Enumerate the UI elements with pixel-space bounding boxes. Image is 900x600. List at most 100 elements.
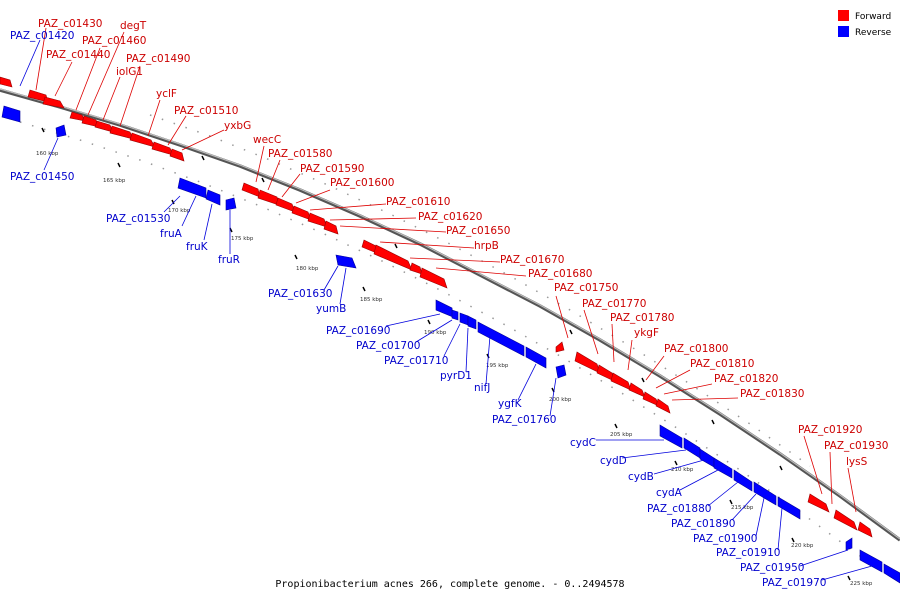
gene-label[interactable]: ygfK xyxy=(498,398,523,410)
gene-label[interactable]: PAZ_c01490 xyxy=(126,53,190,65)
gene-label[interactable]: lysS xyxy=(846,456,868,468)
forward-gene[interactable] xyxy=(241,182,261,198)
reverse-gene[interactable] xyxy=(753,481,777,506)
reverse-gene[interactable] xyxy=(699,448,715,468)
gene-label[interactable]: fruA xyxy=(160,228,183,240)
gene-label[interactable]: PAZ_c01650 xyxy=(446,225,510,237)
reverse-gene[interactable] xyxy=(177,177,207,199)
gene-label[interactable]: PAZ_c01800 xyxy=(664,343,728,355)
gene-label[interactable]: PAZ_c01950 xyxy=(740,562,804,574)
gene-label[interactable]: PAZ_c01690 xyxy=(326,325,390,337)
gene-label[interactable]: PAZ_c01590 xyxy=(300,163,364,175)
gene-label[interactable]: PAZ_c01450 xyxy=(10,171,74,183)
gene-label[interactable]: PAZ_c01890 xyxy=(671,518,735,530)
gene-label[interactable]: PAZ_c01630 xyxy=(268,288,332,300)
gene-label[interactable]: PAZ_c01620 xyxy=(418,211,482,223)
gene-label[interactable]: iolG1 xyxy=(116,66,143,78)
gene-label[interactable]: PAZ_c01610 xyxy=(386,196,450,208)
gene-label[interactable]: PAZ_c01900 xyxy=(693,533,757,545)
forward-gene[interactable] xyxy=(151,141,174,156)
gene-label[interactable]: PAZ_c01670 xyxy=(500,254,564,266)
forward-gene[interactable] xyxy=(0,76,13,88)
forward-gene[interactable] xyxy=(275,197,296,213)
tick-label: 200 kbp xyxy=(549,397,572,403)
gene-label[interactable]: yxbG xyxy=(224,120,251,132)
reverse-gene[interactable] xyxy=(55,124,67,138)
reverse-gene[interactable] xyxy=(777,496,801,520)
gene-label[interactable]: PAZ_c01780 xyxy=(610,312,674,324)
gene-label[interactable]: fruK xyxy=(186,241,209,253)
gene-label[interactable]: cydB xyxy=(628,471,654,483)
gene-label[interactable]: PAZ_c01880 xyxy=(647,503,711,515)
reverse-gene[interactable] xyxy=(459,312,469,326)
gene-label[interactable]: wecC xyxy=(253,134,281,146)
forward-gene[interactable] xyxy=(628,382,646,398)
gene-label[interactable]: yclF xyxy=(156,88,177,100)
gene-label[interactable]: PAZ_c01710 xyxy=(384,355,448,367)
gene-label[interactable]: PAZ_c01580 xyxy=(268,148,332,160)
forward-gene[interactable] xyxy=(807,493,830,513)
forward-gene[interactable] xyxy=(257,189,280,206)
reverse-gene[interactable] xyxy=(467,315,477,330)
gene-label[interactable]: PAZ_c01440 xyxy=(46,49,110,61)
reverse-gene[interactable] xyxy=(659,424,683,449)
forward-gene[interactable] xyxy=(323,220,339,235)
forward-gene[interactable] xyxy=(574,351,601,374)
forward-gene[interactable] xyxy=(169,148,185,162)
forward-gene[interactable] xyxy=(42,96,65,109)
gene-label[interactable]: cydA xyxy=(656,487,683,499)
gene-label[interactable]: fruR xyxy=(218,254,240,266)
gene-label[interactable]: PAZ_c01430 xyxy=(38,18,102,30)
forward-gene[interactable] xyxy=(307,212,328,228)
gene-label[interactable]: PAZ_c01460 xyxy=(82,35,146,47)
forward-gene[interactable] xyxy=(291,205,312,221)
gene-label[interactable]: PAZ_c01750 xyxy=(554,282,618,294)
forward-gene[interactable] xyxy=(419,267,448,289)
gene-label[interactable]: PAZ_c01530 xyxy=(106,213,170,225)
gene-label[interactable]: cydD xyxy=(600,455,627,467)
reverse-gene[interactable] xyxy=(225,197,237,211)
reverse-gene[interactable] xyxy=(451,309,459,321)
forward-gene[interactable] xyxy=(857,521,873,538)
reverse-gene[interactable] xyxy=(335,254,357,269)
reverse-gene[interactable] xyxy=(205,189,221,206)
forward-gene[interactable] xyxy=(610,372,632,391)
gene-label[interactable]: PAZ_c01820 xyxy=(714,373,778,385)
gene-label[interactable]: yumB xyxy=(316,303,346,315)
gene-label[interactable]: PAZ_c01970 xyxy=(762,577,826,589)
reverse-gene[interactable] xyxy=(733,469,753,492)
gene-label[interactable]: PAZ_c01920 xyxy=(798,424,862,436)
reverse-gene[interactable] xyxy=(883,563,900,584)
reverse-gene[interactable] xyxy=(683,437,701,459)
reverse-gene[interactable] xyxy=(1,105,21,123)
gene-label[interactable]: PAZ_c01810 xyxy=(690,358,754,370)
gene-label[interactable]: PAZ_c01700 xyxy=(356,340,420,352)
gene-label[interactable]: PAZ_c01680 xyxy=(528,268,592,280)
forward-gene[interactable] xyxy=(655,398,671,414)
gene-label[interactable]: PAZ_c01770 xyxy=(582,298,646,310)
gene-label[interactable]: PAZ_c01830 xyxy=(740,388,804,400)
gene-label[interactable]: PAZ_c01760 xyxy=(492,414,556,426)
gene-label[interactable]: degT xyxy=(120,20,147,32)
gene-label[interactable]: PAZ_c01600 xyxy=(330,177,394,189)
gene-label[interactable]: PAZ_c01420 xyxy=(10,30,74,42)
gene-label[interactable]: cydC xyxy=(570,437,596,449)
leader-line xyxy=(731,493,757,521)
gene-label[interactable]: ykgF xyxy=(634,327,659,339)
gene-label[interactable]: nifJ xyxy=(474,382,490,394)
reverse-gene[interactable] xyxy=(845,537,853,551)
gene-label[interactable]: pyrD1 xyxy=(440,370,472,382)
gene-label[interactable]: hrpB xyxy=(474,240,499,252)
forward-gene[interactable] xyxy=(409,262,423,275)
forward-gene[interactable] xyxy=(555,341,565,353)
gene-label[interactable]: PAZ_c01930 xyxy=(824,440,888,452)
reverse-gene[interactable] xyxy=(555,364,567,379)
reverse-gene[interactable] xyxy=(477,321,525,357)
reverse-gene[interactable] xyxy=(859,549,883,573)
reverse-gene[interactable] xyxy=(525,346,547,369)
gene-label[interactable]: PAZ_c01510 xyxy=(174,105,238,117)
forward-gene[interactable] xyxy=(833,509,858,531)
reverse-gene[interactable] xyxy=(713,457,733,479)
gene-label[interactable]: PAZ_c01910 xyxy=(716,547,780,559)
legend: Forward Reverse xyxy=(838,10,892,38)
